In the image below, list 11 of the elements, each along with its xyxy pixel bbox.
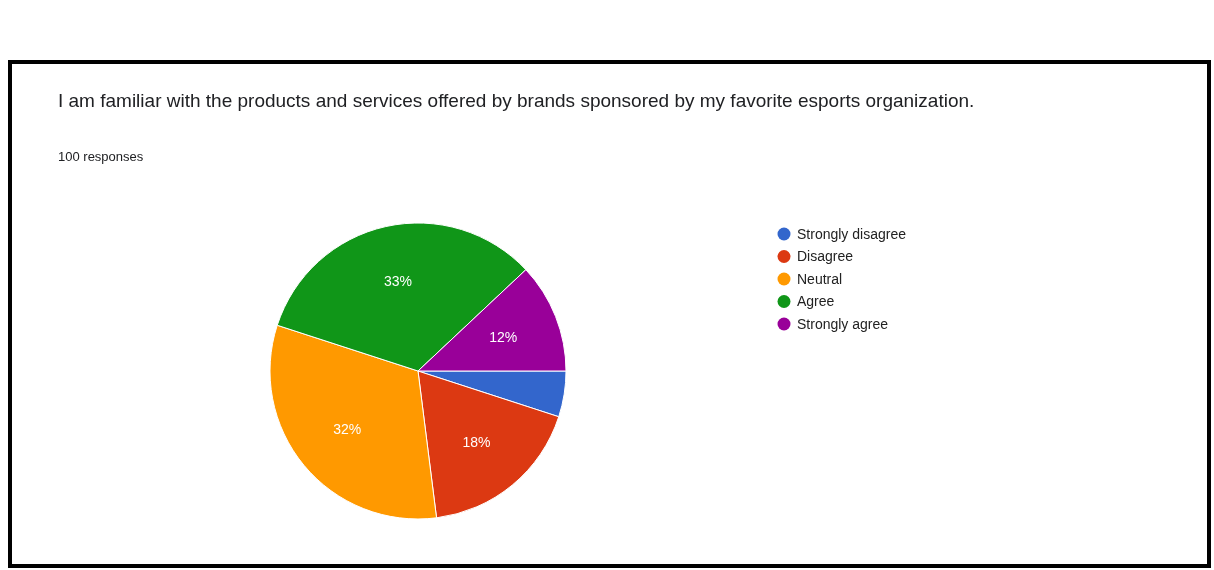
legend-label: Strongly disagree: [797, 225, 907, 242]
legend-label: Agree: [797, 293, 835, 310]
legend-label: Strongly agree: [797, 315, 889, 332]
data-label: 32%: [333, 421, 362, 438]
data-label: 33%: [383, 273, 412, 290]
text: 100 responses: [58, 149, 144, 164]
data-label: 12%: [489, 329, 518, 346]
legend-label: Disagree: [797, 248, 854, 265]
data-label: 18%: [462, 433, 491, 450]
legend-label: Neutral: [797, 270, 843, 287]
chart-title: I am familiar with the products and services offered by brands sponsored by my favorite esports organization.: [58, 89, 976, 113]
